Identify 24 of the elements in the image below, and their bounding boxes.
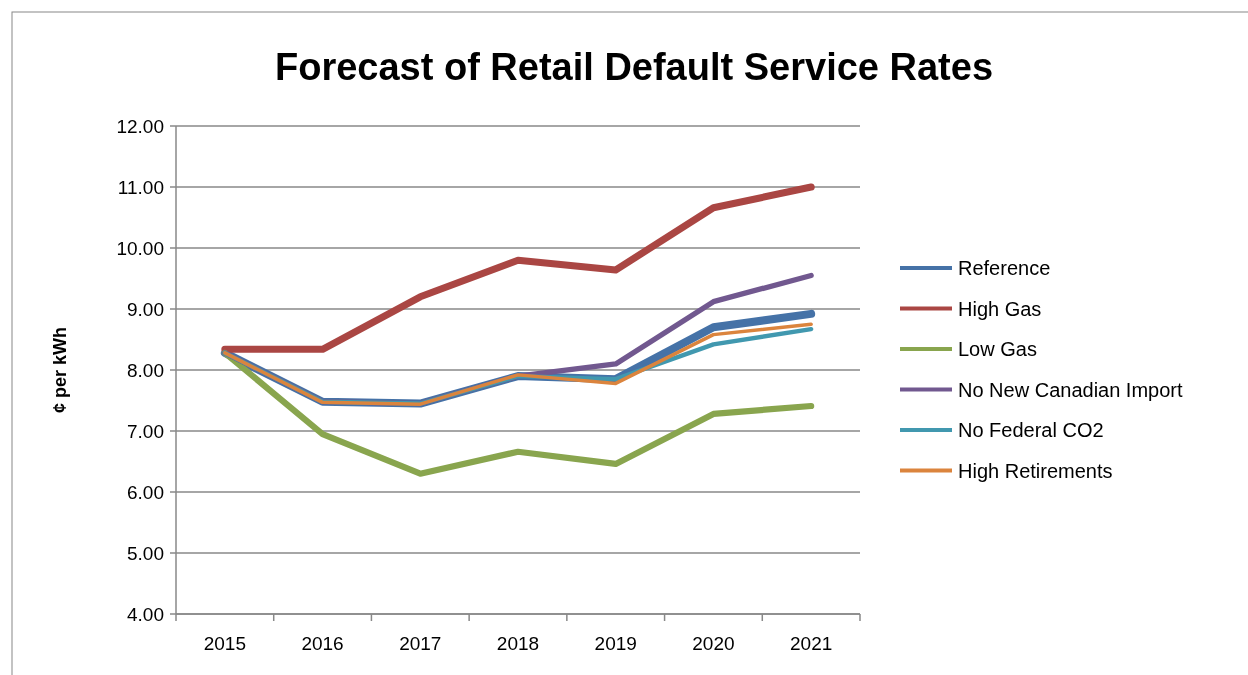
legend-label: Low Gas — [958, 338, 1037, 360]
y-tick-label: 8.00 — [127, 359, 164, 381]
x-tick-label: 2019 — [594, 633, 637, 654]
x-tick-label: 2015 — [203, 633, 246, 654]
x-tick-label: 2017 — [399, 633, 442, 654]
legend-label: High Gas — [958, 297, 1042, 320]
y-tick-label: 9.00 — [127, 298, 164, 320]
legend-label: Reference — [958, 257, 1051, 279]
x-tick-label: 2018 — [496, 633, 540, 654]
y-tick-label: 12.00 — [116, 115, 164, 137]
y-tick-label: 6.00 — [127, 481, 164, 503]
y-tick-label: 10.00 — [116, 237, 164, 259]
legend-label: No New Canadian Import — [958, 378, 1183, 401]
y-tick-label: 4.00 — [127, 603, 164, 625]
x-tick-label: 2021 — [790, 633, 833, 654]
y-axis-title: ¢ per kWh — [50, 326, 70, 414]
chart-title: Forecast of Retail Default Service Rates — [274, 46, 994, 88]
y-tick-label: 11.00 — [117, 176, 164, 198]
legend-label: High Retirements — [958, 459, 1113, 482]
y-tick-label: 7.00 — [127, 420, 164, 442]
y-tick-label: 5.00 — [127, 542, 164, 564]
x-tick-label: 2016 — [301, 633, 344, 654]
legend-label: No Federal CO2 — [958, 419, 1104, 441]
x-tick-label: 2020 — [692, 633, 735, 654]
